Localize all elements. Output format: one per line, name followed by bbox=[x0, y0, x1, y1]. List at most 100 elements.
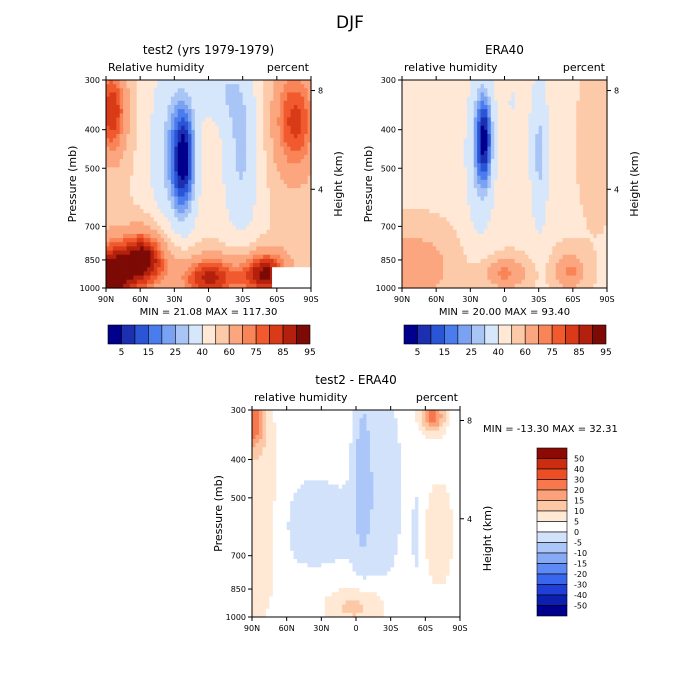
heatmap-cell bbox=[211, 221, 216, 227]
heatmap-cell bbox=[123, 129, 128, 135]
heatmap-cell bbox=[177, 146, 182, 152]
heatmap-cell bbox=[215, 267, 220, 272]
heatmap-cell bbox=[579, 92, 584, 98]
heatmap-cell bbox=[266, 113, 271, 119]
heatmap-cell bbox=[531, 154, 536, 160]
heatmap-cell bbox=[222, 238, 227, 243]
heatmap-cell bbox=[112, 159, 117, 164]
heatmap-cell bbox=[408, 84, 413, 89]
heatmap-cell bbox=[164, 146, 169, 152]
heatmap-cell bbox=[583, 204, 588, 210]
heatmap-cell bbox=[106, 96, 111, 102]
heatmap-cell bbox=[446, 154, 451, 160]
heatmap-cell bbox=[208, 217, 213, 223]
heatmap-cell bbox=[504, 96, 509, 102]
heatmap-cell bbox=[521, 92, 526, 98]
heatmap-cell bbox=[453, 84, 458, 89]
heatmap-cell bbox=[276, 138, 281, 143]
heatmap-cell bbox=[170, 254, 175, 260]
heatmap-cell bbox=[511, 88, 516, 94]
y-axis-label: Pressure (mb) bbox=[66, 146, 79, 223]
heatmap-cell bbox=[603, 134, 608, 139]
heatmap-cell bbox=[412, 129, 417, 135]
heatmap-cell bbox=[109, 117, 114, 123]
heatmap-cell bbox=[432, 196, 437, 202]
heatmap-cell bbox=[566, 117, 571, 123]
heatmap-cell bbox=[552, 192, 557, 198]
heatmap-cell bbox=[453, 104, 458, 110]
heatmap-cell bbox=[283, 159, 288, 164]
heatmap-cell bbox=[572, 142, 577, 148]
heatmap-cell bbox=[477, 134, 482, 139]
heatmap-cell bbox=[129, 159, 134, 164]
heatmap-cell bbox=[266, 275, 271, 281]
heatmap-cell bbox=[297, 117, 302, 123]
heatmap-cell bbox=[191, 254, 196, 260]
heatmap-cell bbox=[133, 113, 138, 119]
heatmap-cell bbox=[432, 113, 437, 119]
heatmap-cell bbox=[415, 138, 420, 143]
heatmap-cell bbox=[174, 171, 179, 177]
heatmap-cell bbox=[589, 196, 594, 202]
heatmap-cell bbox=[405, 100, 410, 106]
heatmap-cell bbox=[109, 242, 114, 247]
heatmap-cell bbox=[174, 146, 179, 152]
heatmap-cell bbox=[129, 154, 134, 160]
heatmap-cell bbox=[153, 100, 158, 106]
heatmap-cell bbox=[412, 88, 417, 94]
heatmap-cell bbox=[487, 200, 492, 206]
heatmap-cell bbox=[259, 109, 264, 114]
heatmap-cell bbox=[170, 175, 175, 181]
heatmap-cell bbox=[439, 129, 444, 135]
heatmap-cell bbox=[198, 171, 203, 177]
heatmap-cell bbox=[422, 163, 427, 168]
heatmap-cell bbox=[548, 121, 553, 127]
heatmap-cell bbox=[167, 254, 172, 260]
heatmap-cell bbox=[119, 96, 124, 102]
heatmap-cell bbox=[157, 263, 162, 268]
heatmap-cell bbox=[153, 92, 158, 98]
heatmap-cell bbox=[174, 167, 179, 173]
heatmap-cell bbox=[425, 184, 430, 189]
heatmap-cell bbox=[211, 188, 216, 193]
heatmap-cell bbox=[160, 117, 165, 123]
heatmap-cell bbox=[555, 113, 560, 119]
heatmap-cell bbox=[160, 271, 165, 277]
heatmap-cell bbox=[266, 233, 271, 239]
heatmap-cell bbox=[494, 96, 499, 102]
heatmap-cell bbox=[160, 184, 165, 189]
heatmap-cell bbox=[497, 100, 502, 106]
heatmap-cell bbox=[429, 196, 434, 202]
heatmap-cell bbox=[246, 275, 251, 281]
heatmap-cell bbox=[188, 134, 193, 139]
heatmap-cell bbox=[225, 192, 230, 198]
heatmap-cell bbox=[119, 217, 124, 223]
heatmap-cell bbox=[270, 233, 275, 239]
heatmap-cell bbox=[473, 117, 478, 123]
heatmap-cell bbox=[518, 121, 523, 127]
heatmap-cell bbox=[242, 208, 247, 214]
heatmap-cell bbox=[205, 154, 210, 160]
heatmap-cell bbox=[583, 84, 588, 89]
heatmap-cell bbox=[559, 104, 564, 110]
heatmap-cell bbox=[528, 92, 533, 98]
heatmap-cell bbox=[555, 109, 560, 114]
heatmap-cell bbox=[596, 117, 601, 123]
heatmap-cell bbox=[191, 163, 196, 168]
heatmap-cell bbox=[198, 92, 203, 98]
heatmap-cell bbox=[188, 80, 193, 85]
heatmap-cell bbox=[194, 109, 199, 114]
heatmap-cell bbox=[201, 204, 206, 210]
heatmap-cell bbox=[242, 88, 247, 94]
heatmap-cell bbox=[167, 134, 172, 139]
heatmap-cell bbox=[177, 104, 182, 110]
heatmap-cell bbox=[603, 100, 608, 106]
heatmap-cell bbox=[246, 188, 251, 193]
heatmap-cell bbox=[572, 171, 577, 177]
heatmap-cell bbox=[129, 250, 134, 256]
heatmap-cell bbox=[150, 80, 155, 85]
heatmap-cell bbox=[507, 188, 512, 193]
heatmap-cell bbox=[293, 100, 298, 106]
heatmap-cell bbox=[222, 204, 227, 210]
heatmap-cell bbox=[229, 129, 234, 135]
